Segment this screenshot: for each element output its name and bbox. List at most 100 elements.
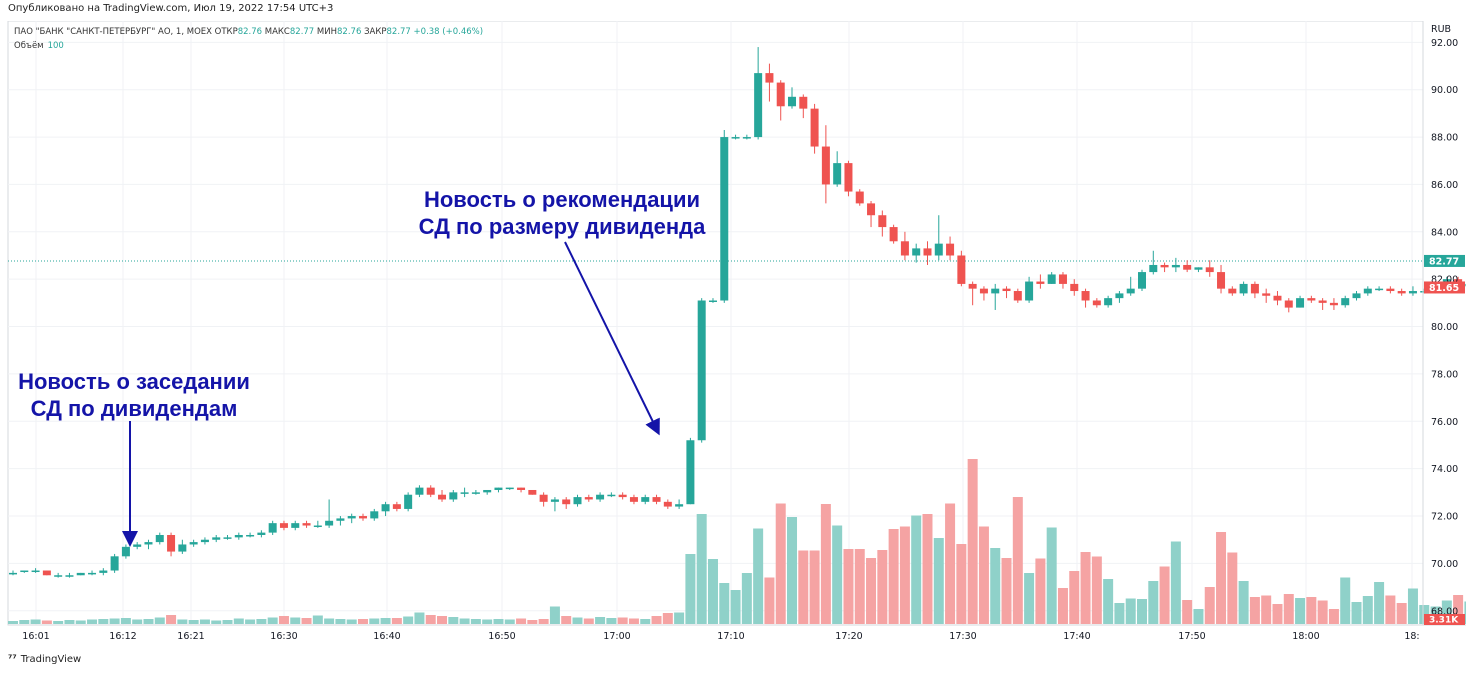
candle-body <box>731 137 740 139</box>
candle-body <box>788 96 797 107</box>
candle-body <box>663 501 672 507</box>
candle-body <box>257 532 266 535</box>
volume-bar <box>459 618 470 624</box>
volume-bar <box>267 617 278 624</box>
candle-body <box>302 523 311 526</box>
candle-body <box>1307 298 1316 301</box>
candle-body <box>742 137 751 139</box>
candle-body <box>155 534 164 543</box>
candle-body <box>1013 291 1022 301</box>
y-tick-label: 78.00 <box>1431 369 1458 380</box>
tradingview-logo-icon: ⁷⁷ <box>8 654 17 665</box>
volume-bar <box>764 577 775 624</box>
y-tick-label: 88.00 <box>1431 133 1458 144</box>
volume-bar <box>470 619 481 624</box>
volume-bar <box>120 618 131 624</box>
tradingview-logo[interactable]: ⁷⁷ TradingView <box>8 654 81 665</box>
candle-body <box>867 203 876 216</box>
volume-bar <box>1148 581 1159 624</box>
candle-body <box>1070 283 1079 292</box>
candle-body <box>1352 293 1361 299</box>
candle-body <box>517 487 526 490</box>
candle-body <box>88 572 97 575</box>
candle-body <box>1329 302 1338 306</box>
volume-bar <box>538 619 549 624</box>
x-tick-label: 16:21 <box>177 631 204 642</box>
candle-body <box>212 537 221 540</box>
candle-body <box>426 487 435 495</box>
candle-body <box>347 516 356 519</box>
candle-body <box>878 215 887 228</box>
volume-legend: Объём 100 <box>14 41 64 51</box>
volume-bar <box>1453 595 1464 624</box>
candle-body <box>121 546 130 557</box>
chart-frame[interactable]: 68.00 70.00 72.00 74.00 76.00 78.00 80.00 82.00… <box>6 21 1466 650</box>
candle-body <box>697 300 706 441</box>
candle-body <box>404 494 413 509</box>
change-value: +0.38 (+0.46%) <box>413 27 484 37</box>
volume-bar <box>888 529 899 624</box>
candle-body <box>1408 291 1417 294</box>
symbol-name: ПАО "БАНК "САНКТ-ПЕТЕРБУРГ" АО, 1, MOEX <box>14 27 212 37</box>
ohlc-legend: ПАО "БАНК "САНКТ-ПЕТЕРБУРГ" АО, 1, MOEX … <box>14 27 483 37</box>
volume-bar <box>1227 552 1238 624</box>
volume-bar <box>978 526 989 624</box>
volume-bar <box>527 620 538 624</box>
volume-bar <box>730 590 741 624</box>
candle-body <box>200 539 209 543</box>
volume-bar <box>719 583 730 624</box>
volume-bar <box>583 618 594 624</box>
candle-body <box>1126 288 1135 294</box>
candle-body <box>550 499 559 502</box>
candle-body <box>246 534 255 537</box>
candle-body <box>754 73 763 138</box>
volume-bar <box>922 514 933 624</box>
volume-bar <box>1204 587 1215 624</box>
candle-body <box>1081 291 1090 301</box>
candle-body <box>133 544 142 547</box>
volume-bar <box>1046 527 1057 624</box>
volume-bar <box>1441 600 1452 624</box>
volume-bar <box>448 617 459 624</box>
y-tick-label: 92.00 <box>1431 38 1458 49</box>
volume-bar <box>425 615 436 624</box>
candle-body <box>1149 264 1158 273</box>
volume-bar <box>312 615 323 624</box>
candle-body <box>336 518 345 521</box>
candle-body <box>110 556 119 571</box>
candle-body <box>1239 283 1248 294</box>
x-tick-label: 17:50 <box>1178 631 1205 642</box>
volume-bar <box>346 619 357 624</box>
candle-body <box>912 248 921 256</box>
axes: 68.00 70.00 72.00 74.00 76.00 78.00 80.00 82.00… <box>8 21 1466 642</box>
volume-bar <box>945 503 956 624</box>
volume-bar <box>1137 599 1147 624</box>
y-tick-label: 84.00 <box>1431 227 1458 238</box>
high-value: 82.77 <box>289 27 315 37</box>
currency-label: RUB <box>1431 24 1451 35</box>
volume-bar <box>798 550 809 624</box>
candle-body <box>776 82 785 107</box>
candle-body <box>42 570 51 576</box>
candle-body <box>833 163 842 185</box>
annotation-dividend-recommendation: Новость о рекомендации СД по размеру див… <box>412 186 712 240</box>
y-tick-label: 76.00 <box>1431 417 1458 428</box>
volume-bar <box>1407 588 1418 624</box>
volume-bar <box>1091 556 1102 624</box>
annotation-line: СД по размеру дивиденда <box>418 214 706 239</box>
volume-bar <box>741 573 752 624</box>
volume-bar <box>75 620 86 624</box>
volume-bar <box>1080 552 1091 624</box>
price-chart[interactable]: 68.00 70.00 72.00 74.00 76.00 78.00 80.00 82.00… <box>6 21 1466 650</box>
volume-bar <box>369 618 380 624</box>
candle-body <box>1194 267 1203 270</box>
volume-bar <box>1238 581 1249 624</box>
prev-price-tag <box>1424 281 1465 294</box>
candle-body <box>189 542 198 545</box>
y-tick-label: 68.00 <box>1431 606 1458 617</box>
volume-bar <box>211 620 222 624</box>
x-tick-label: 17:30 <box>949 631 976 642</box>
last-price-label: 82.77 <box>1429 256 1459 267</box>
candle-body <box>415 487 424 495</box>
volume-bar <box>911 515 922 624</box>
